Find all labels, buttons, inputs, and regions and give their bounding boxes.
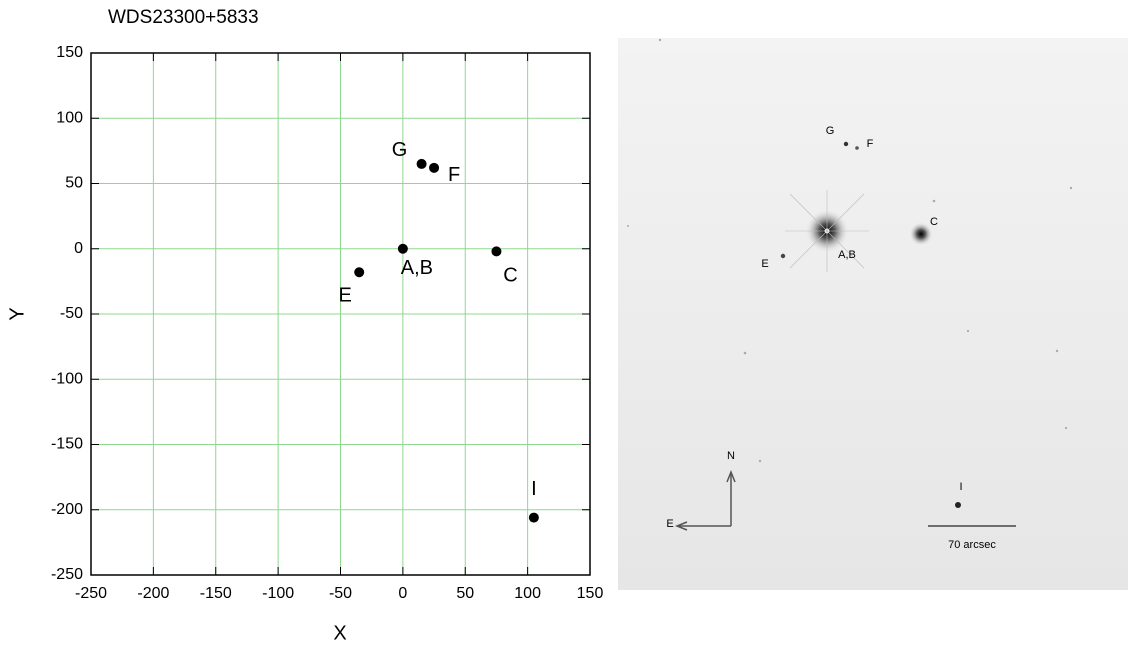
star-label: A,B bbox=[838, 249, 856, 261]
point-label: A,B bbox=[401, 257, 433, 279]
star bbox=[843, 141, 849, 147]
star-label: G bbox=[826, 125, 835, 137]
plot-frame bbox=[90, 52, 591, 576]
star bbox=[855, 146, 859, 150]
x-tick-label: -50 bbox=[329, 585, 352, 602]
y-tick-label: 100 bbox=[56, 109, 83, 126]
diffraction-spikes bbox=[785, 190, 869, 272]
x-tick-label: -100 bbox=[262, 585, 294, 602]
compass bbox=[674, 469, 736, 531]
y-tick-label: -50 bbox=[60, 305, 83, 322]
image-background bbox=[618, 38, 1128, 590]
star-label: I bbox=[959, 481, 962, 493]
faint-stars bbox=[627, 38, 1073, 463]
point-label: C bbox=[503, 265, 517, 287]
y-tick-label: 150 bbox=[56, 44, 83, 61]
scale-bar-label: 70 arcsec bbox=[948, 539, 996, 551]
x-tick-label: 50 bbox=[456, 585, 474, 602]
chart-title: WDS23300+5833 bbox=[108, 7, 259, 28]
y-tick-label: 0 bbox=[74, 240, 83, 257]
x-tick-label: 0 bbox=[398, 585, 407, 602]
plot: WDS23300+5833 X Y -250 -200 -150 -100 -50 0 50… bbox=[6, 7, 603, 644]
x-tick-label: -250 bbox=[75, 585, 107, 602]
x-axis-label: X bbox=[333, 622, 346, 644]
point bbox=[416, 158, 427, 169]
point bbox=[528, 512, 539, 523]
x-tick-label: -150 bbox=[200, 585, 232, 602]
x-tick-label: 100 bbox=[514, 585, 541, 602]
sky-image: G F C A,B E I N E 70 arcsec bbox=[618, 38, 1128, 590]
compass-north: N bbox=[727, 450, 735, 462]
star-label: E bbox=[761, 258, 768, 270]
star-label: C bbox=[930, 216, 938, 228]
point-label: E bbox=[339, 285, 352, 307]
y-tick-label: -200 bbox=[51, 501, 83, 518]
compass-east: E bbox=[666, 518, 673, 530]
point-label: I bbox=[531, 478, 537, 500]
y-tick-label: -150 bbox=[51, 436, 83, 453]
star bbox=[780, 253, 786, 259]
x-tick-label: -200 bbox=[137, 585, 169, 602]
point bbox=[397, 243, 408, 254]
point-label: G bbox=[392, 139, 408, 161]
y-axis-label: Y bbox=[6, 307, 28, 320]
point-label: F bbox=[448, 164, 460, 186]
y-tick-label: -100 bbox=[51, 370, 83, 387]
point bbox=[491, 246, 502, 257]
y-tick-label: -250 bbox=[51, 566, 83, 583]
star bbox=[955, 502, 961, 508]
point bbox=[354, 267, 365, 278]
y-tick-label: 50 bbox=[65, 175, 83, 192]
point bbox=[429, 162, 440, 173]
star-label: F bbox=[867, 138, 874, 150]
x-tick-label: 150 bbox=[577, 585, 604, 602]
star bbox=[909, 222, 933, 246]
